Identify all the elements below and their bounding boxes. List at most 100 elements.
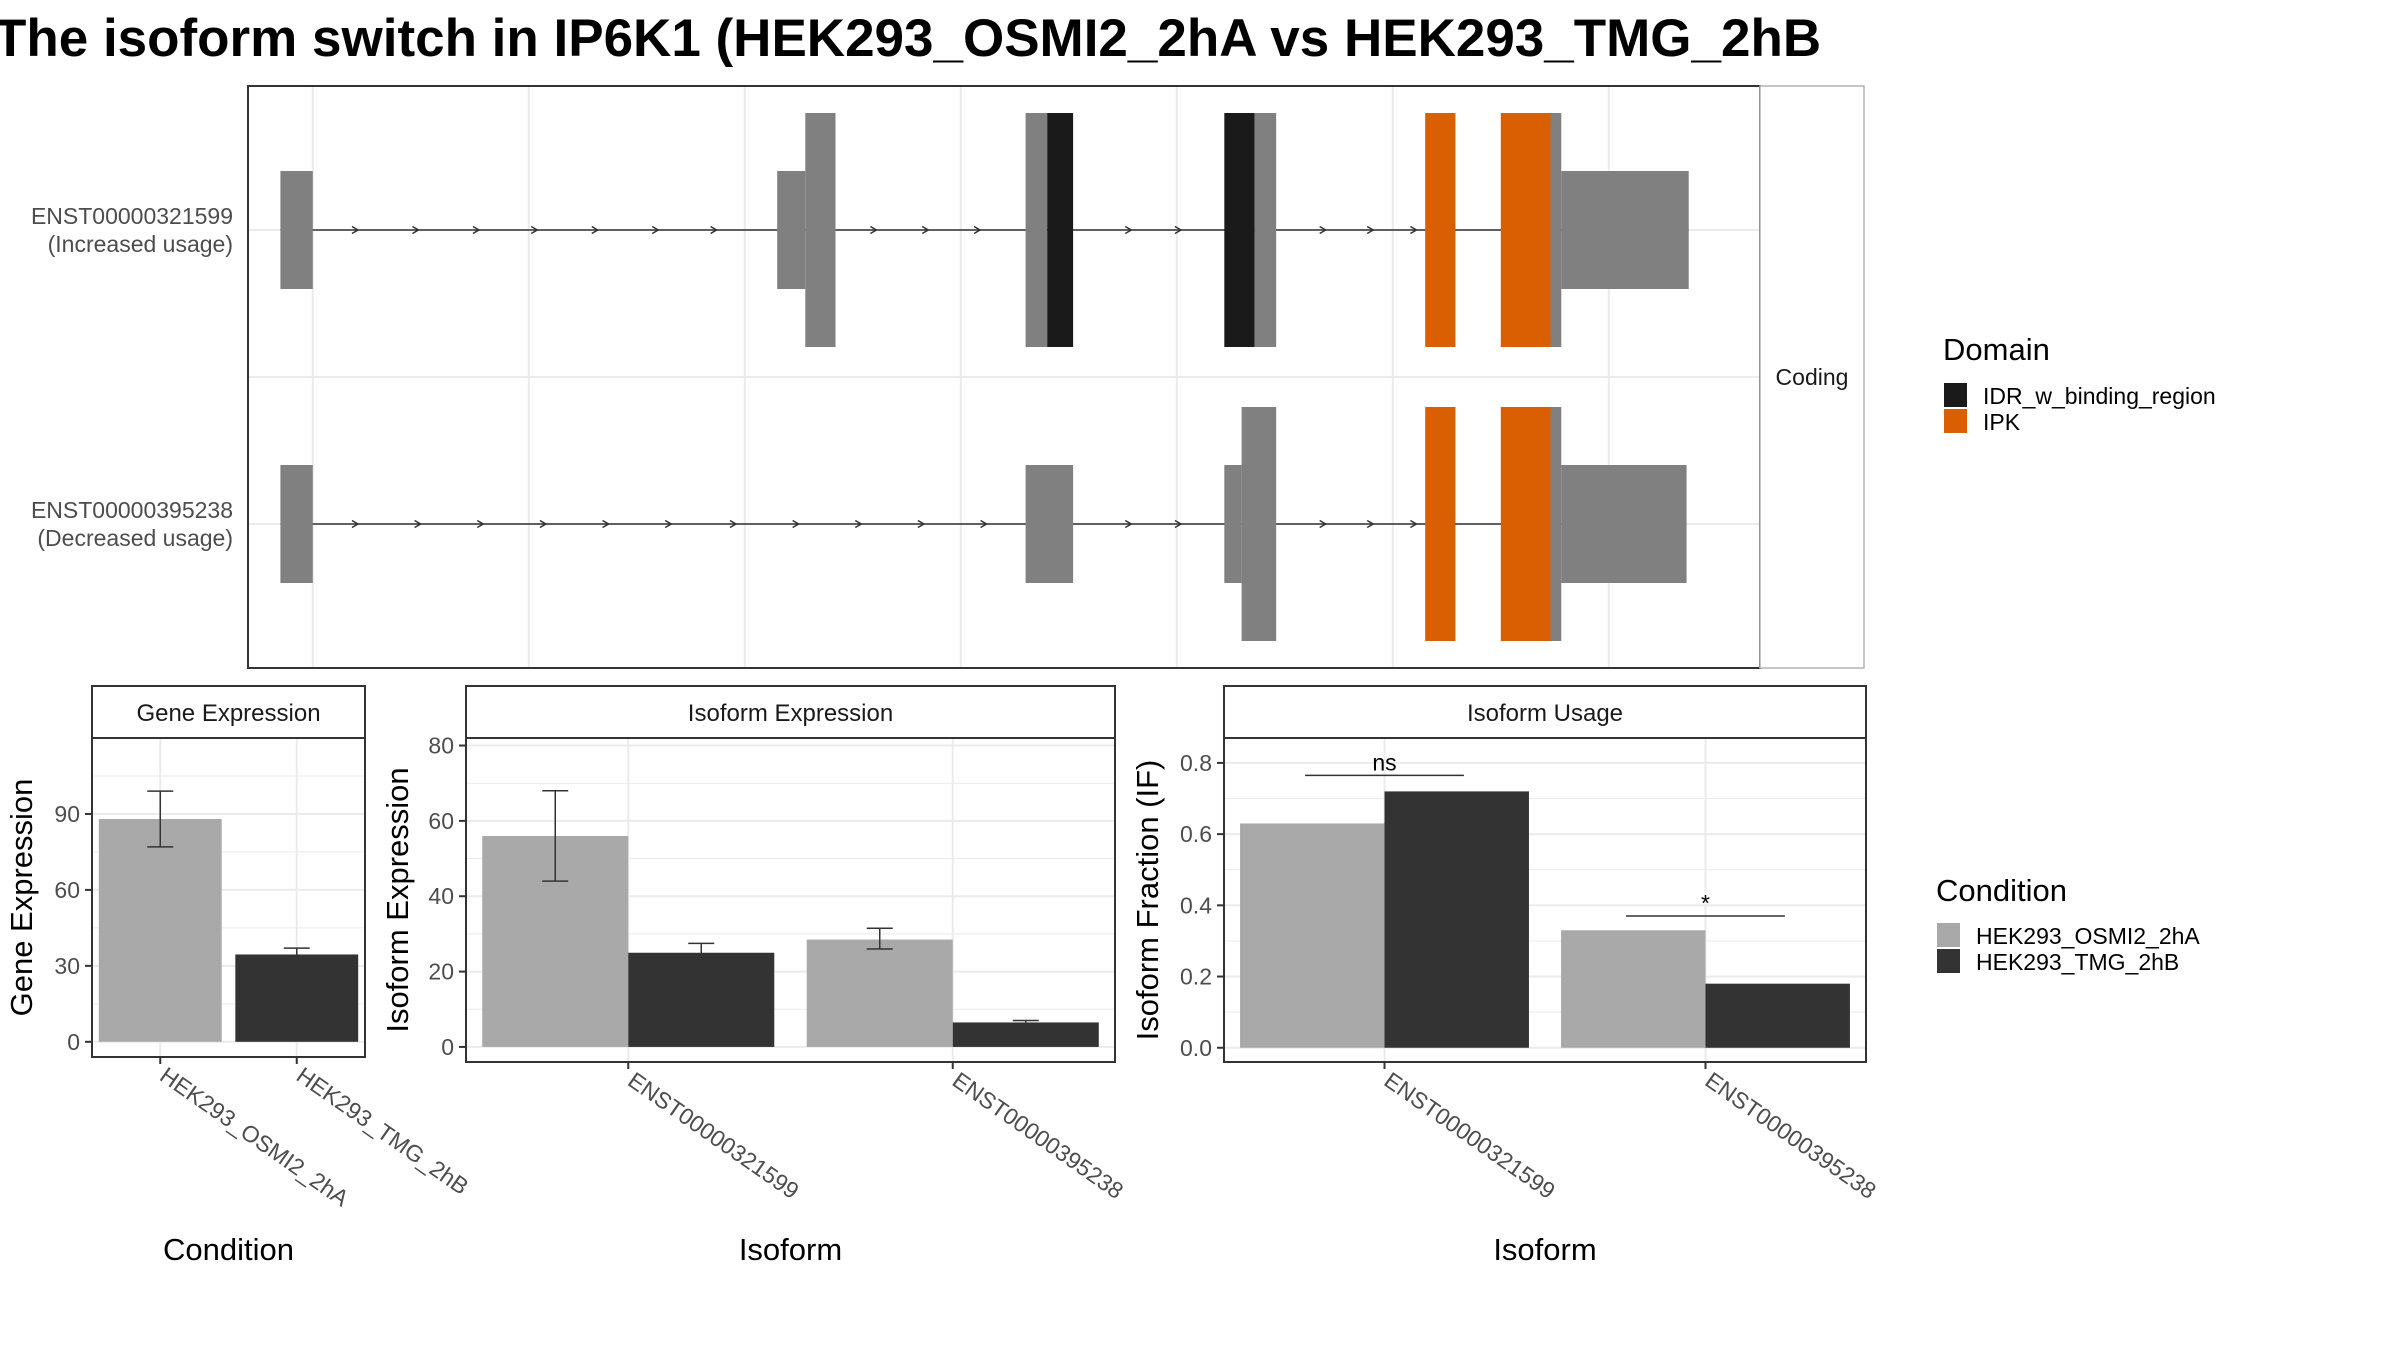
y-axis-title: Isoform Fraction (IF): [1130, 760, 1165, 1041]
transcript-label-usage: (Decreased usage): [37, 525, 233, 551]
y-tick-label: 0: [67, 1029, 80, 1055]
intron-direction-arrow: [854, 519, 863, 529]
y-tick-label: 0.4: [1180, 892, 1212, 918]
exon: [1254, 113, 1277, 347]
transcript-structure-panel: ENST00000321599(Increased usage) ENST0000…: [31, 85, 1865, 669]
exon-domain-idr: [1224, 113, 1255, 347]
panel-strip: [465, 685, 1116, 739]
y-tick-label: 40: [428, 883, 454, 909]
condition-legend-title: Condition: [1936, 873, 2067, 908]
intron-direction-arrow: [917, 519, 926, 529]
y-tick-label: 60: [54, 877, 80, 903]
y-tick-label: 0.0: [1180, 1035, 1212, 1061]
bar: [1384, 791, 1529, 1048]
intron-direction-arrow: [414, 519, 423, 529]
facet-strip-label: Coding: [1776, 364, 1849, 390]
intron-direction-arrow: [651, 225, 660, 235]
y-tick-label: 30: [54, 953, 80, 979]
x-tick-label: ENST00000395238: [1701, 1067, 1881, 1204]
exon: [777, 171, 806, 289]
x-axis-title: Condition: [163, 1232, 294, 1267]
bar: [1240, 823, 1385, 1048]
bar: [628, 952, 775, 1047]
intron-direction-arrow: [591, 225, 600, 235]
exon: [1550, 113, 1562, 347]
bar: [1705, 983, 1850, 1048]
intron-direction-arrow: [792, 519, 801, 529]
exon: [1561, 171, 1689, 289]
intron-direction-arrow: [664, 519, 673, 529]
intron-direction-arrow: [1410, 519, 1418, 529]
intron-direction-arrow: [1319, 225, 1328, 235]
exon: [1025, 113, 1048, 347]
bar: [98, 819, 222, 1042]
exon: [805, 113, 836, 347]
transcript-label-usage: (Increased usage): [48, 231, 233, 257]
intron-direction-arrow: [351, 225, 360, 235]
intron-direction-arrow: [476, 519, 485, 529]
exon: [1224, 465, 1242, 583]
intron-direction-arrow: [870, 225, 878, 235]
exon: [1561, 465, 1687, 583]
intron-direction-arrow: [1319, 519, 1328, 529]
y-tick-label: 0.8: [1180, 750, 1212, 776]
panel-strip-title: Isoform Usage: [1467, 700, 1623, 727]
panel-strip: [91, 685, 366, 739]
panel-strip: [1223, 685, 1867, 739]
intron-direction-arrow: [412, 225, 420, 235]
exon: [1025, 465, 1074, 583]
bar: [952, 1022, 1099, 1047]
exon-domain-ipk: [1425, 113, 1456, 347]
intron-direction-arrow: [1174, 225, 1183, 235]
bar: [1561, 930, 1706, 1048]
intron-direction-arrow: [1366, 225, 1375, 235]
condition-legend-swatch: [1937, 949, 1960, 973]
exon-domain-ipk: [1425, 407, 1456, 641]
intron-direction-arrow: [1174, 519, 1183, 529]
intron-direction-arrow: [1366, 519, 1375, 529]
intron-direction-arrow: [530, 225, 539, 235]
domain-legend-title: Domain: [1943, 332, 2050, 367]
exon-domain-idr: [1047, 113, 1074, 347]
transcript-label-id: ENST00000395238: [31, 497, 233, 523]
y-tick-label: 0: [441, 1034, 454, 1060]
y-tick-label: 90: [54, 801, 80, 827]
intron-direction-arrow: [980, 519, 989, 529]
panel-strip-title: Isoform Expression: [688, 700, 893, 727]
intron-direction-arrow: [1124, 519, 1133, 529]
intron-direction-arrow: [921, 225, 930, 235]
condition-legend-label: HEK293_TMG_2hB: [1976, 949, 2179, 975]
intron-direction-arrow: [472, 225, 481, 235]
domain-legend-swatch: [1944, 383, 1967, 407]
exon-domain-ipk: [1500, 407, 1551, 641]
bar: [806, 939, 953, 1047]
transcript-label-id: ENST00000321599: [31, 203, 233, 229]
figure-title: The isoform switch in IP6K1 (HEK293_OSMI…: [0, 9, 1821, 68]
exon: [1241, 407, 1277, 641]
y-tick-label: 80: [428, 733, 454, 759]
y-axis-title: Gene Expression: [4, 779, 39, 1017]
y-tick-label: 0.2: [1180, 964, 1212, 990]
y-tick-label: 0.6: [1180, 821, 1212, 847]
intron-direction-arrow: [539, 519, 548, 529]
intron-direction-arrow: [351, 519, 360, 529]
domain-legend-label: IPK: [1983, 409, 2021, 435]
bar: [235, 954, 359, 1042]
y-tick-label: 20: [428, 959, 454, 985]
exon: [280, 465, 313, 583]
x-axis-title: Isoform: [739, 1232, 842, 1267]
y-tick-label: 60: [428, 808, 454, 834]
intron-direction-arrow: [973, 225, 982, 235]
facet-strip: [1759, 85, 1865, 669]
intron-direction-arrow: [729, 519, 738, 529]
x-tick-label: ENST00000321599: [1380, 1067, 1560, 1204]
x-axis-title: Isoform: [1493, 1232, 1596, 1267]
intron-direction-arrow: [710, 225, 719, 235]
panel-strip-title: Gene Expression: [136, 700, 320, 727]
exon-domain-ipk: [1500, 113, 1551, 347]
intron-direction-arrow: [1410, 225, 1418, 235]
domain-legend-swatch: [1944, 409, 1967, 433]
